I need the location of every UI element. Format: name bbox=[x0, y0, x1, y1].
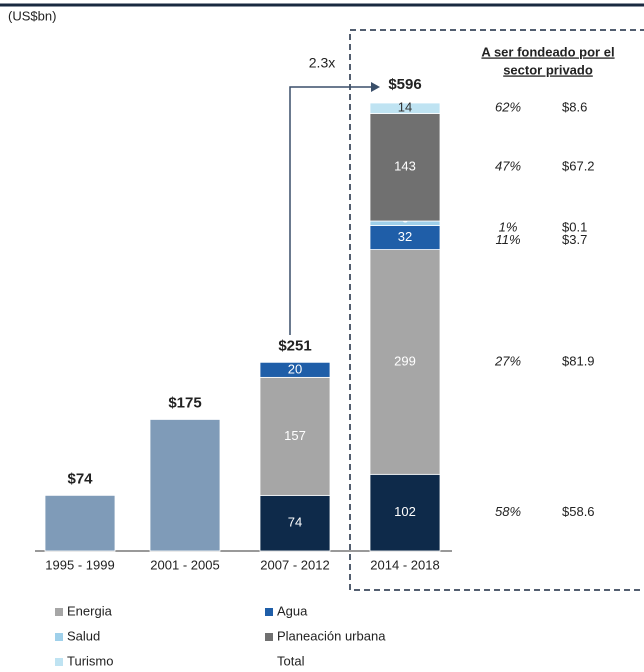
segment-label: 74 bbox=[288, 515, 302, 530]
bar-segment bbox=[149, 419, 221, 552]
legend-label: Turismo bbox=[67, 653, 113, 668]
amount: $67.2 bbox=[562, 159, 595, 174]
total-label: $596 bbox=[388, 76, 421, 93]
legend-label: Planeación urbana bbox=[277, 628, 386, 643]
share: 27% bbox=[494, 353, 521, 368]
legend-label: Salud bbox=[67, 628, 100, 643]
amount: $58.6 bbox=[562, 504, 595, 519]
segment-label: 20 bbox=[288, 361, 302, 376]
total-label: $251 bbox=[278, 337, 311, 354]
segment-label: 32 bbox=[398, 229, 412, 244]
bar-segment bbox=[369, 249, 441, 475]
bar-segment bbox=[369, 225, 441, 250]
total-label: $74 bbox=[67, 470, 93, 487]
x-tick-label: 2014 - 2018 bbox=[370, 557, 439, 572]
bar-segment bbox=[44, 494, 116, 552]
share: 58% bbox=[495, 504, 521, 519]
legend-marker bbox=[55, 633, 63, 641]
amount: $3.7 bbox=[562, 232, 587, 247]
amount: $0.1 bbox=[562, 220, 587, 235]
x-tick-label: 1995 - 1999 bbox=[45, 557, 114, 572]
legend-marker bbox=[55, 608, 63, 616]
bar-segment bbox=[369, 473, 441, 552]
legend-marker bbox=[55, 658, 63, 666]
segment-label: 157 bbox=[284, 428, 306, 443]
total-label: $175 bbox=[168, 394, 201, 411]
segment-label: 102 bbox=[394, 504, 416, 519]
share: 1% bbox=[499, 220, 518, 235]
highlight-box bbox=[349, 29, 644, 591]
unit-label: (US$bn) bbox=[8, 8, 56, 23]
segment-label: 299 bbox=[394, 353, 416, 368]
share: 47% bbox=[495, 159, 521, 174]
bar-segment bbox=[259, 376, 331, 496]
bar-segment bbox=[259, 361, 331, 378]
x-tick-label: 2007 - 2012 bbox=[260, 557, 329, 572]
bar-segment bbox=[259, 494, 331, 552]
share: 62% bbox=[495, 100, 521, 115]
legend-label: Agua bbox=[277, 603, 308, 618]
growth-arrow bbox=[289, 86, 372, 335]
amount: $81.9 bbox=[562, 353, 595, 368]
legend-label: Energia bbox=[67, 603, 113, 618]
segment-label: 143 bbox=[394, 159, 416, 174]
legend-marker bbox=[265, 608, 273, 616]
share: 11% bbox=[495, 232, 520, 247]
x-tick-label: 2001 - 2005 bbox=[150, 557, 219, 572]
legend-marker bbox=[265, 633, 273, 641]
amount: $8.6 bbox=[562, 100, 587, 115]
legend-label: Total bbox=[277, 653, 305, 668]
annotation: 2.3x bbox=[309, 55, 335, 71]
bar-segment bbox=[369, 102, 441, 114]
segment-label: 14 bbox=[398, 100, 412, 115]
bar-segment bbox=[369, 113, 441, 222]
arrow-head bbox=[371, 82, 380, 92]
table-header: A ser fondeado por el bbox=[481, 44, 614, 59]
table-header: sector privado bbox=[503, 62, 593, 77]
